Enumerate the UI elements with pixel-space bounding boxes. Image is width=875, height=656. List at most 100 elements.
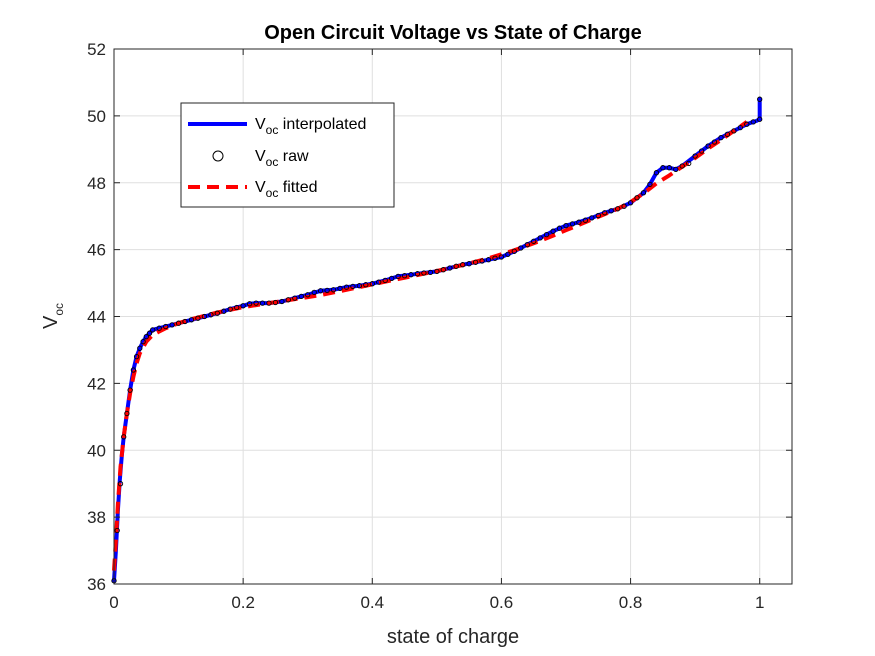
raw-data-point bbox=[163, 323, 169, 330]
raw-data-point bbox=[543, 231, 550, 238]
raw-data-point bbox=[498, 254, 505, 260]
raw-data-point bbox=[272, 299, 279, 306]
y-tick-label: 38 bbox=[87, 508, 106, 527]
legend-label-interpolated-sub: oc bbox=[266, 123, 279, 137]
raw-data-point bbox=[356, 283, 363, 289]
legend: Voc interpolated Voc raw Voc fitted bbox=[180, 102, 395, 208]
raw-data-point bbox=[175, 320, 182, 326]
y-axis-label-main: V bbox=[40, 315, 62, 329]
legend-swatch-raw bbox=[212, 150, 224, 162]
series-line-interpolated bbox=[112, 97, 762, 583]
raw-data-point bbox=[234, 304, 240, 311]
raw-data-point bbox=[666, 165, 672, 171]
raw-data-point bbox=[492, 255, 498, 261]
chart-title: Open Circuit Voltage vs State of Charge bbox=[264, 22, 641, 44]
raw-data-point bbox=[634, 195, 640, 201]
raw-data-point bbox=[550, 228, 556, 234]
legend-label-interpolated-main: V bbox=[255, 116, 266, 133]
raw-data-point bbox=[518, 245, 524, 251]
y-tick-label: 48 bbox=[87, 174, 106, 193]
legend-label-interpolated: Voc interpolated bbox=[255, 116, 366, 137]
raw-data-point bbox=[427, 269, 434, 276]
raw-data-point bbox=[447, 265, 453, 271]
raw-data-point bbox=[259, 300, 266, 306]
raw-data-point bbox=[395, 273, 401, 280]
ticks: 0 0.2 0.4 0.6 0.8 1 36 38 40 42 44 46 48 50 52 bbox=[87, 40, 792, 612]
raw-data-point bbox=[298, 293, 304, 300]
raw-data-point bbox=[640, 190, 647, 196]
raw-data-point bbox=[208, 312, 214, 318]
raw-data-point bbox=[440, 267, 446, 273]
raw-data-point bbox=[414, 271, 421, 277]
y-tick-label: 36 bbox=[87, 575, 106, 594]
raw-data-point bbox=[124, 410, 130, 417]
raw-data-point bbox=[615, 206, 621, 212]
raw-data-point bbox=[466, 261, 472, 267]
raw-data-point bbox=[595, 212, 601, 219]
raw-data-point bbox=[140, 338, 146, 345]
raw-data-point bbox=[195, 315, 201, 321]
raw-data-point bbox=[382, 277, 388, 284]
raw-data-point bbox=[511, 248, 517, 254]
y-axis-label-subscript: oc bbox=[52, 303, 66, 316]
raw-data-point bbox=[253, 300, 259, 306]
raw-data-point bbox=[127, 387, 133, 393]
raw-data-point bbox=[133, 353, 140, 360]
raw-data-point bbox=[698, 148, 705, 154]
raw-data-point bbox=[292, 295, 298, 301]
raw-data-point bbox=[686, 160, 692, 167]
y-tick-label: 42 bbox=[87, 374, 106, 393]
raw-data-point bbox=[376, 279, 382, 285]
raw-data-point bbox=[582, 217, 589, 223]
raw-data-point bbox=[330, 287, 337, 293]
raw-data-point bbox=[608, 208, 614, 214]
raw-data-point bbox=[201, 313, 208, 320]
raw-data-point bbox=[653, 170, 660, 176]
legend-label-fitted-sub: oc bbox=[266, 186, 279, 200]
raw-data-point bbox=[673, 166, 679, 173]
legend-label-raw-main: V bbox=[255, 148, 266, 165]
raw-data-point bbox=[737, 124, 743, 131]
raw-data-point bbox=[485, 257, 492, 263]
y-tick-label: 50 bbox=[87, 107, 106, 126]
raw-data-point bbox=[627, 200, 634, 206]
raw-data-point bbox=[311, 289, 317, 296]
raw-data-point bbox=[182, 318, 188, 325]
legend-label-interpolated-rest: interpolated bbox=[278, 116, 366, 133]
raw-data-point bbox=[363, 282, 369, 288]
raw-data-point bbox=[266, 300, 272, 306]
raw-data-point bbox=[679, 163, 685, 169]
raw-data-point bbox=[150, 327, 156, 333]
raw-data-point bbox=[350, 283, 356, 290]
x-tick-label: 0.8 bbox=[619, 593, 643, 612]
x-tick-label: 0.6 bbox=[490, 593, 514, 612]
raw-data-point bbox=[505, 251, 511, 257]
legend-label-fitted-rest: fitted bbox=[278, 179, 317, 196]
raw-data-point bbox=[537, 235, 543, 241]
raw-data-point bbox=[324, 287, 330, 294]
raw-data-point bbox=[724, 131, 731, 137]
raw-data-point bbox=[221, 308, 227, 314]
raw-data-point bbox=[531, 238, 537, 244]
raw-data-point bbox=[337, 285, 343, 292]
raw-data-point bbox=[589, 215, 595, 221]
raw-data-point bbox=[317, 288, 324, 294]
y-tick-label: 46 bbox=[87, 241, 106, 260]
raw-data-point bbox=[479, 258, 485, 264]
raw-data-point bbox=[114, 527, 120, 534]
y-axis-label: Voc bbox=[40, 303, 66, 329]
raw-data-point bbox=[621, 203, 627, 209]
legend-label-fitted: Voc fitted bbox=[255, 179, 318, 200]
raw-data-point bbox=[472, 259, 479, 265]
raw-data-point bbox=[421, 270, 427, 276]
legend-label-raw: Voc raw bbox=[255, 148, 309, 169]
raw-data-point bbox=[602, 210, 608, 216]
y-tick-label: 52 bbox=[87, 40, 106, 59]
raw-data-point bbox=[143, 333, 149, 340]
raw-data-point bbox=[246, 301, 253, 307]
x-axis-label: state of charge bbox=[387, 626, 519, 648]
x-tick-label: 0.4 bbox=[360, 593, 384, 612]
raw-data-point bbox=[214, 310, 220, 316]
legend-box bbox=[180, 102, 395, 208]
